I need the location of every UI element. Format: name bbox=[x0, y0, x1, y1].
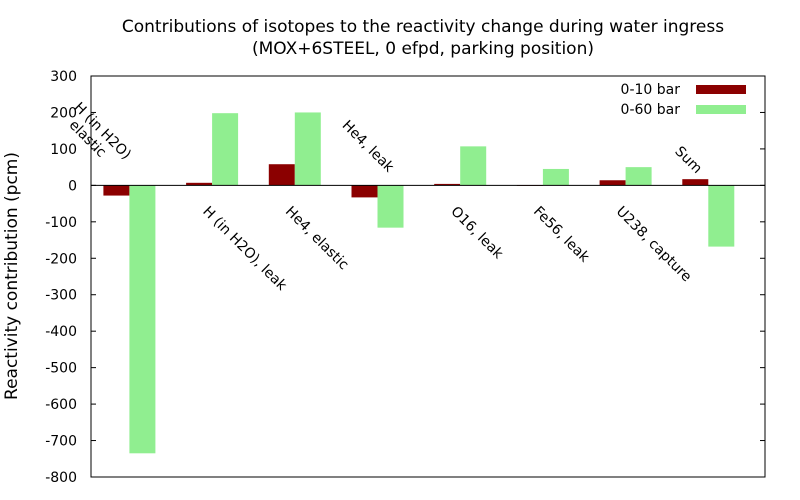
chart-subtitle: (MOX+6STEEL, 0 efpd, parking position) bbox=[252, 39, 594, 59]
category-label: He4, leak bbox=[339, 118, 398, 177]
y-tick-label: 100 bbox=[50, 142, 77, 158]
y-tick-label: -600 bbox=[45, 397, 77, 413]
legend-label: 0-60 bar bbox=[621, 102, 681, 118]
category-label: Sum bbox=[671, 144, 705, 178]
y-tick-label: 300 bbox=[50, 69, 77, 85]
bar-series-1 bbox=[186, 182, 213, 186]
y-tick-label: -300 bbox=[45, 288, 77, 304]
legend: 0-10 bar 0-60 bar bbox=[621, 82, 746, 118]
y-tick-label: -800 bbox=[45, 470, 77, 486]
y-tick-label: -400 bbox=[45, 324, 77, 340]
category-label: O16, leak bbox=[447, 204, 506, 263]
category-label: U238, capture bbox=[613, 204, 695, 286]
bar-series-1 bbox=[351, 185, 378, 198]
bar-series-1 bbox=[599, 180, 626, 186]
category-label-line: Fe56, leak bbox=[530, 204, 593, 267]
bars-layer bbox=[103, 112, 735, 454]
legend-swatch bbox=[696, 85, 746, 94]
legend-swatch bbox=[696, 105, 746, 114]
bar-series-2 bbox=[129, 185, 156, 454]
y-tick-label: -500 bbox=[45, 361, 77, 377]
legend-label: 0-10 bar bbox=[621, 82, 681, 98]
y-axis-label: Reactivity contribution (pcm) bbox=[2, 152, 22, 400]
category-label: Fe56, leak bbox=[530, 204, 593, 267]
chart-title: Contributions of isotopes to the reactiv… bbox=[122, 17, 724, 37]
axis-layer: 300 200 100 0 -100 -200 -300 -400 -500 -600 -700 -8… bbox=[45, 69, 766, 486]
plot-frame bbox=[90, 75, 766, 478]
bar-series-2 bbox=[708, 185, 735, 247]
y-tick-label: -200 bbox=[45, 251, 77, 267]
category-label: H (in H2O), leak bbox=[199, 204, 290, 295]
bar-series-1 bbox=[268, 164, 295, 186]
category-label-line: U238, capture bbox=[613, 204, 695, 286]
bar-series-2 bbox=[377, 185, 404, 228]
y-tick-label: 0 bbox=[68, 178, 77, 194]
bar-series-1 bbox=[682, 179, 709, 186]
category-label: He4, elastic bbox=[282, 204, 352, 274]
y-tick-label: -700 bbox=[45, 434, 77, 450]
y-tick-label: 200 bbox=[50, 105, 77, 121]
y-tick-label: -100 bbox=[45, 215, 77, 231]
bar-series-1 bbox=[103, 185, 130, 196]
bar-series-2 bbox=[460, 146, 487, 186]
bar-series-1 bbox=[434, 183, 461, 186]
bar-series-2 bbox=[542, 168, 569, 186]
category-label-line: He4, elastic bbox=[282, 204, 352, 274]
category-label-line: O16, leak bbox=[447, 204, 506, 263]
category-label-line: Sum bbox=[671, 144, 705, 178]
category-label: H (in H2O)elastic bbox=[59, 100, 134, 175]
bar-series-2 bbox=[294, 112, 321, 186]
category-label-line: H (in H2O), leak bbox=[199, 204, 290, 295]
bar-series-2 bbox=[625, 167, 652, 186]
bar-series-2 bbox=[212, 113, 239, 186]
category-label-line: He4, leak bbox=[339, 118, 398, 177]
